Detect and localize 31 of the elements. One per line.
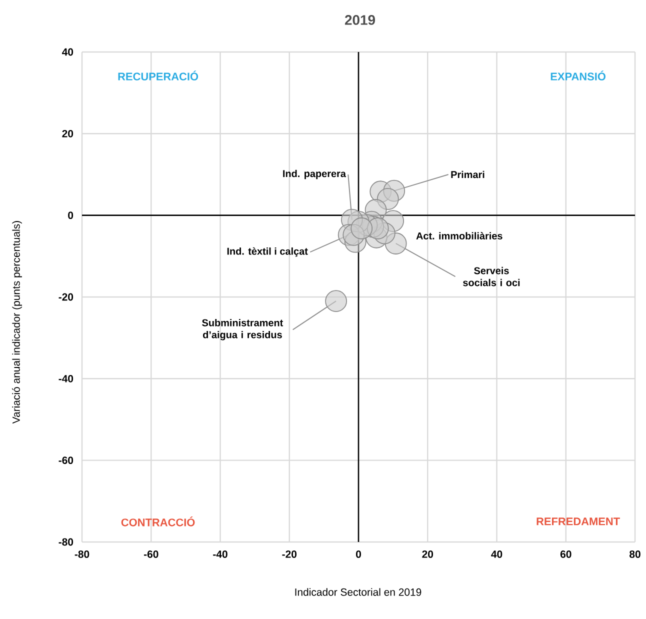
x-tick-label: -80 (74, 550, 90, 558)
y-tick-label: 0 (68, 212, 74, 220)
x-tick-label: -20 (282, 550, 297, 558)
y-tick-label: 40 (62, 48, 74, 56)
y-tick-label: -40 (58, 374, 74, 382)
chart-title: 2019 (344, 15, 376, 25)
y-tick-label: -20 (58, 293, 74, 301)
annotation: Serveis socials i oci (463, 266, 520, 286)
point (350, 217, 373, 240)
y-tick-label: -60 (58, 456, 74, 464)
y-tick-label: 20 (62, 130, 74, 138)
annotation: RECUPERACIÓ (118, 70, 198, 80)
x-tick-label: 60 (560, 550, 572, 558)
annotation: CONTRACCIÓ (121, 516, 195, 526)
point (325, 290, 347, 312)
annotation: Primari (451, 170, 484, 178)
x-tick-label: 0 (356, 550, 361, 558)
annotation: Ind. tèxtil i calçat (227, 247, 308, 257)
annotation: Ind. paperera (283, 170, 346, 180)
x-axis-title: Indicador Sectorial en 2019 (295, 588, 422, 596)
y-tick-label: -80 (58, 538, 74, 546)
x-tick-label: -40 (213, 550, 228, 558)
x-tick-label: 20 (422, 550, 434, 558)
annotation: EXPANSIÓ (550, 70, 606, 80)
x-tick-label: -60 (144, 550, 158, 558)
y-axis-title: Variació anual indicador (punts percentuals) (12, 221, 22, 424)
annotation: REFREDAMENT (536, 518, 620, 526)
annotation: Subministrament d’aigua i residus (202, 319, 284, 340)
x-tick-label: 40 (491, 550, 502, 558)
x-tick-label: 80 (630, 550, 640, 558)
annotation: Act. immobiliàries (416, 232, 502, 240)
